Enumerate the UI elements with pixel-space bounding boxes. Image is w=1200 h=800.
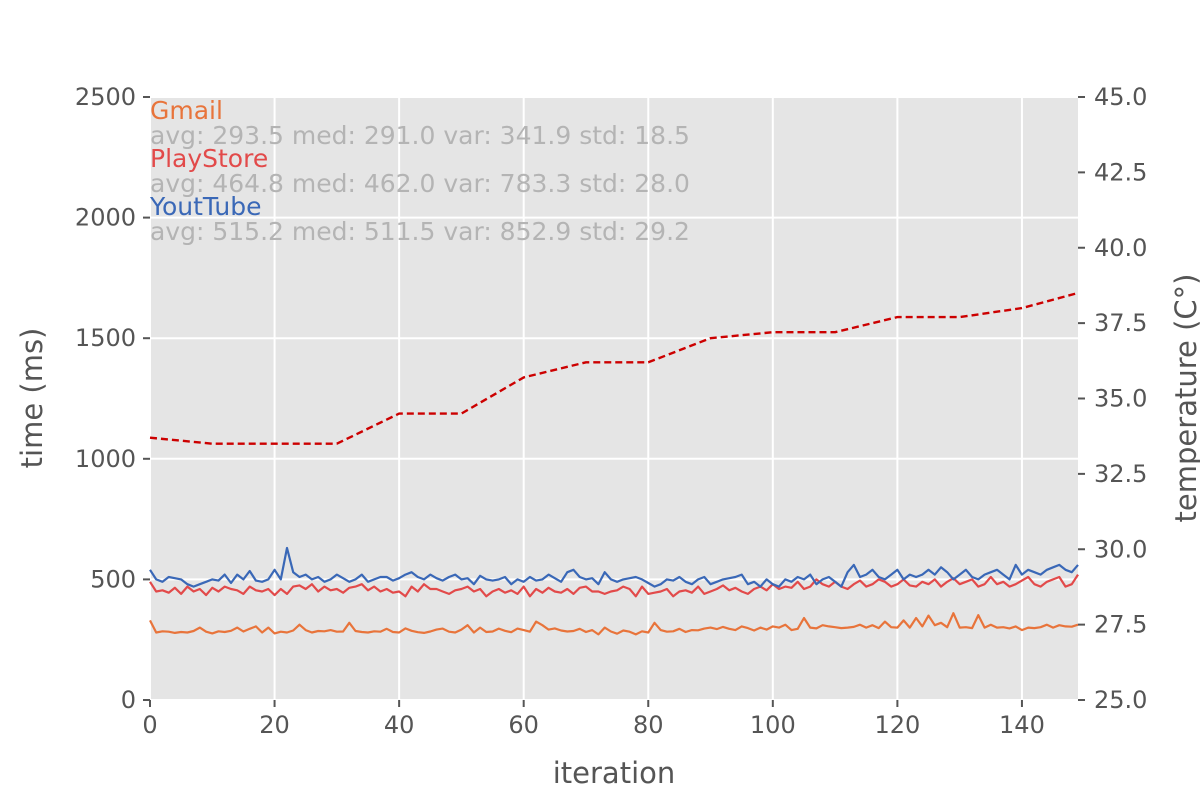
legend-name-gmail: Gmail: [150, 96, 223, 125]
series-line-playstore: [149, 574, 1079, 598]
legend-name-playstore: PlayStore: [150, 144, 268, 173]
x-tick-label: 80: [633, 711, 664, 739]
y-tick-label: 500: [90, 565, 136, 593]
x-tick-label: 140: [999, 711, 1045, 739]
left-axis: 0 500 1000 1500 2000 2500: [75, 83, 150, 714]
y2-tick-label: 37.5: [1094, 309, 1147, 337]
series-line-temperature: [149, 291, 1079, 445]
x-tick-label: 100: [750, 711, 796, 739]
y-tick-label: 2000: [75, 204, 136, 232]
x-axis-title: iteration: [553, 756, 676, 790]
y2-tick-label: 42.5: [1094, 158, 1147, 186]
grid-lines: [149, 96, 1078, 701]
y2-tick-label: 32.5: [1094, 460, 1147, 488]
x-tick-label: 40: [384, 711, 415, 739]
series-line-gmail: [149, 612, 1079, 636]
series-layer: [149, 291, 1079, 636]
y-axis-title: time (ms): [15, 328, 49, 469]
y-tick-label: 1500: [75, 324, 136, 352]
legend-name-youttube: YoutTube: [149, 192, 261, 221]
legend: Gmail avg: 293.5 med: 291.0 var: 341.9 s…: [149, 96, 690, 246]
legend-stats-gmail: avg: 293.5 med: 291.0 var: 341.9 std: 18…: [150, 121, 690, 150]
y2-tick-label: 45.0: [1094, 83, 1147, 111]
x-tick-label: 0: [142, 711, 157, 739]
x-tick-label: 60: [508, 711, 539, 739]
x-tick-label: 120: [874, 711, 920, 739]
x-tick-label: 20: [259, 711, 290, 739]
series-line-youttube: [149, 546, 1079, 588]
y2-tick-label: 35.0: [1094, 385, 1147, 413]
y2-tick-label: 25.0: [1094, 686, 1147, 714]
legend-stats-playstore: avg: 464.8 med: 462.0 var: 783.3 std: 28…: [150, 169, 690, 198]
y2-axis-title: temperature (C°): [1169, 274, 1200, 523]
right-axis: 25.0 27.5 30.0 32.5 35.0 37.5 40.0 42.5 45.0: [1078, 83, 1147, 714]
y-tick-label: 2500: [75, 83, 136, 111]
y-tick-label: 0: [121, 686, 136, 714]
y2-tick-label: 30.0: [1094, 535, 1147, 563]
legend-stats-youttube: avg: 515.2 med: 511.5 var: 852.9 std: 29…: [150, 217, 690, 246]
y-tick-label: 1000: [75, 445, 136, 473]
y2-tick-label: 40.0: [1094, 234, 1147, 262]
plot-background: [150, 97, 1078, 700]
bottom-axis: 0 20 40 60 80 100 120 140: [142, 700, 1045, 739]
y2-tick-label: 27.5: [1094, 611, 1147, 639]
